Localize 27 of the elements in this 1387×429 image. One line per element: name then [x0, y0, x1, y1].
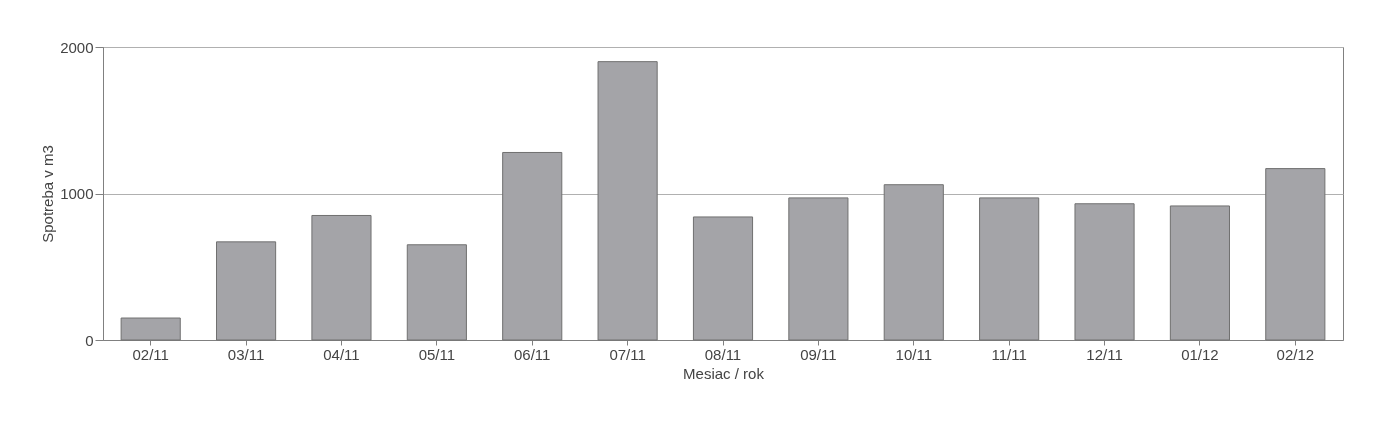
x-tick-label: 05/11 — [418, 345, 456, 363]
bar — [788, 197, 849, 341]
x-tick-label: 12/11 — [1086, 345, 1123, 363]
x-tick-label: 06/11 — [514, 345, 551, 363]
bar — [120, 317, 181, 341]
x-tick-label: 08/11 — [704, 345, 742, 363]
y-tick-label: 1000 — [60, 185, 94, 202]
bar — [692, 216, 754, 341]
x-tick-label: 10/11 — [895, 345, 932, 363]
bar — [311, 214, 372, 341]
x-tick-label: 03/11 — [227, 345, 265, 363]
bar — [979, 197, 1040, 341]
bar — [406, 244, 467, 341]
bar — [1169, 205, 1230, 341]
bar — [1074, 203, 1135, 341]
bar — [216, 241, 277, 341]
x-tick-label: 07/11 — [609, 345, 646, 363]
x-tick-label: 02/11 — [132, 345, 169, 363]
y-axis-title: Spotreba v m3 — [39, 145, 57, 243]
y-tick-label: 0 — [85, 331, 94, 349]
x-tick-label: 09/11 — [800, 345, 837, 363]
x-axis-title: Mesiac / rok — [683, 364, 765, 382]
y-tick-label: 2000 — [60, 38, 94, 56]
x-tick-label: 11/11 — [991, 345, 1027, 363]
x-tick-label: 02/12 — [1276, 345, 1315, 363]
x-tick-label: 01/12 — [1181, 345, 1219, 363]
x-tick-label: 04/11 — [323, 345, 360, 363]
